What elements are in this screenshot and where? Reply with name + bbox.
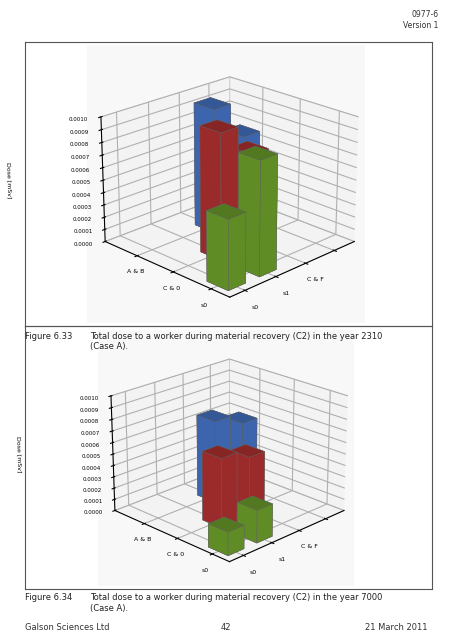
Text: Total dose to a worker during material recovery (C2) in the year 2310
(Case A).: Total dose to a worker during material r…	[90, 332, 382, 351]
Text: 42: 42	[220, 623, 231, 632]
Text: Figure 6.34: Figure 6.34	[25, 593, 72, 602]
Text: 0977-6
Version 1: 0977-6 Version 1	[402, 10, 437, 30]
Text: Total dose to a worker during material recovery (C2) in the year 7000
(Case A).: Total dose to a worker during material r…	[90, 593, 382, 612]
Text: Figure 6.33: Figure 6.33	[25, 332, 72, 340]
Text: Galson Sciences Ltd: Galson Sciences Ltd	[25, 623, 109, 632]
Text: 21 March 2011: 21 March 2011	[364, 623, 426, 632]
